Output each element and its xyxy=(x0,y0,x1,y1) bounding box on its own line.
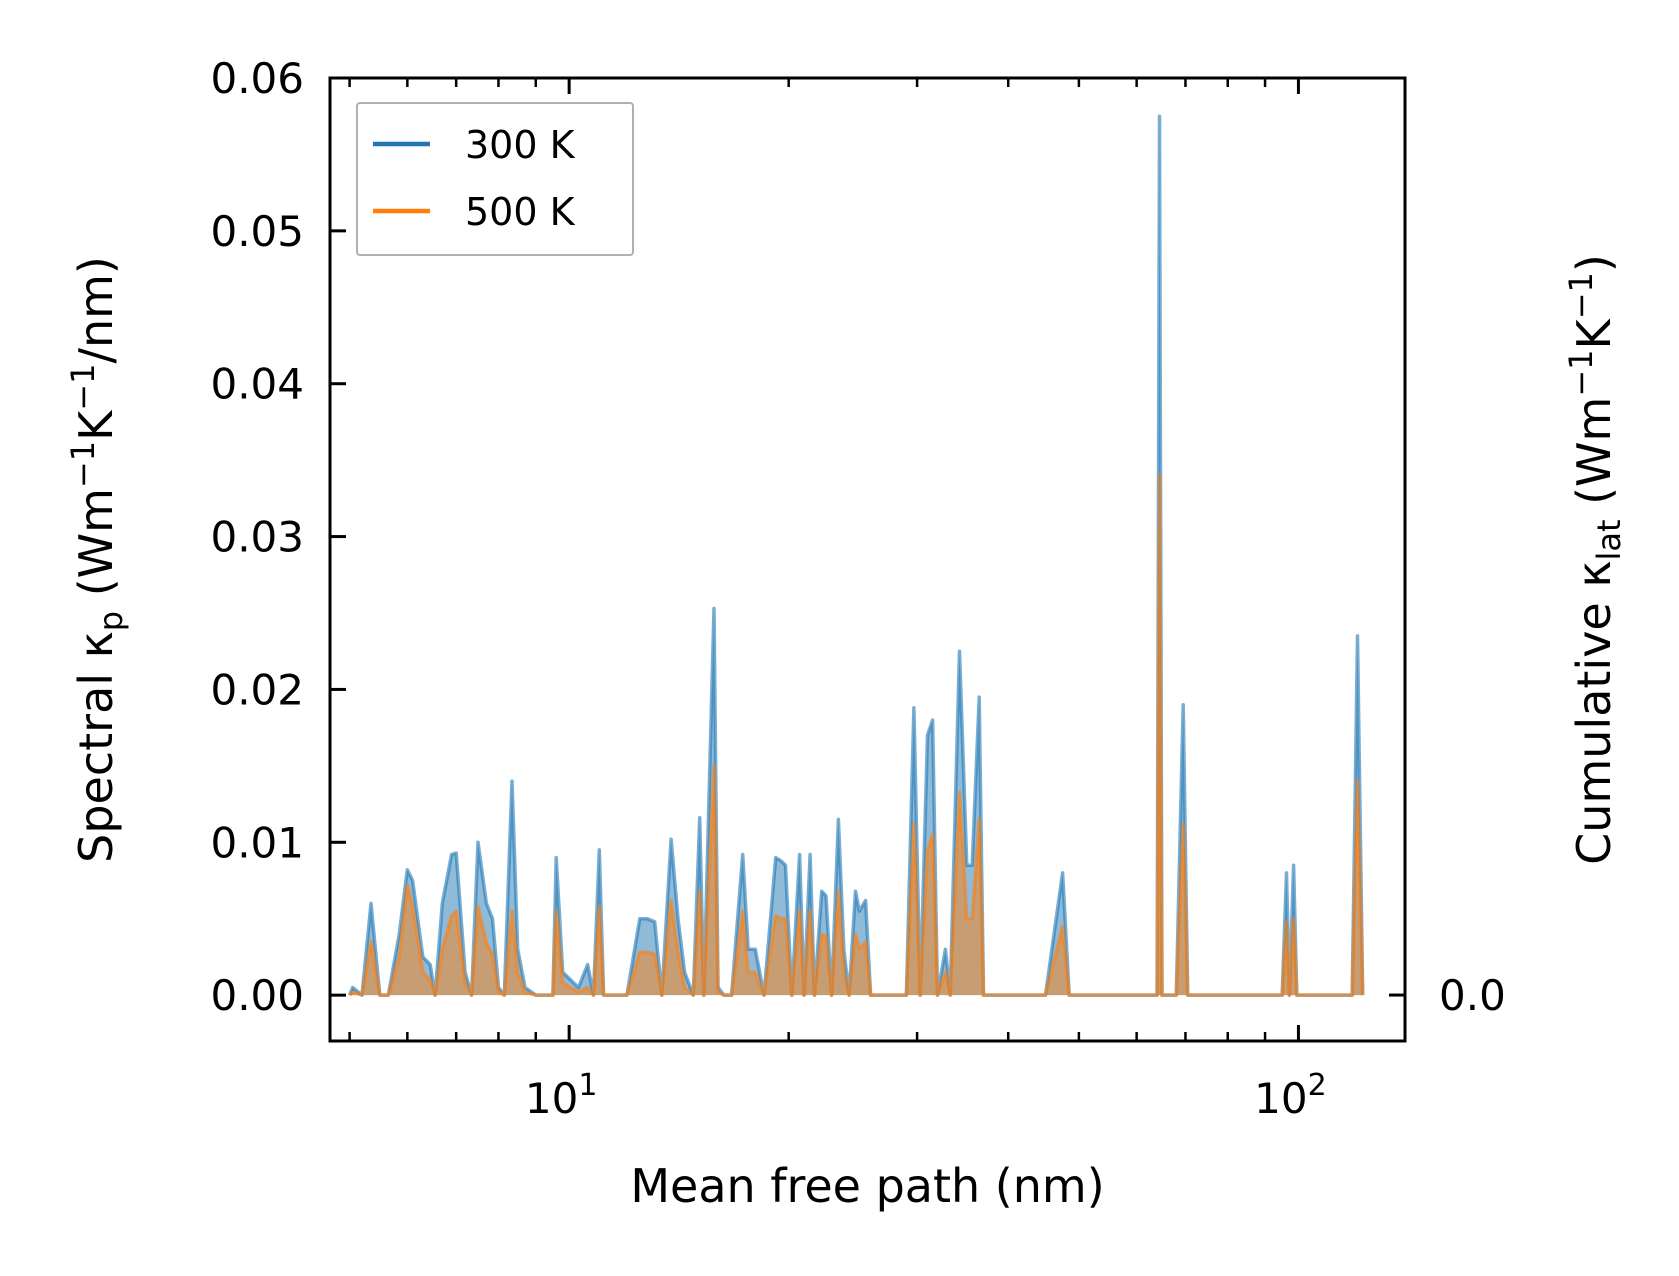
y-right-label-main: Cumulative κ xyxy=(1567,561,1621,865)
y-left-tick-label: 0.05 xyxy=(210,207,304,256)
y-axis-left-label: Spectral κp (Wm−1K−1/nm) xyxy=(64,256,130,863)
x-tick-label: 101 xyxy=(525,1068,598,1123)
y-right-label-unit-mid: K xyxy=(1567,317,1621,349)
legend-label-500k: 500 K xyxy=(465,190,576,234)
y-left-tick-label: 0.01 xyxy=(210,818,304,867)
y-left-label-exp1: −1 xyxy=(64,441,102,488)
y-left-tick-label: 0.03 xyxy=(210,513,304,562)
y-right-label-exp2: −1 xyxy=(1562,272,1600,319)
spectral-line-500k xyxy=(348,473,1365,997)
y-left-label-unit-end: /nm) xyxy=(69,256,123,363)
tick-labels: 0.000.010.020.030.040.050.060.00.20.40.6… xyxy=(210,54,1506,1123)
legend-label-300k: 300 K xyxy=(465,123,576,167)
spectral-fills xyxy=(347,114,1365,997)
plot-frame xyxy=(328,76,1407,1043)
axis-ticks xyxy=(330,76,1405,1041)
y-left-label-unit-mid: K xyxy=(69,409,123,441)
y-axis-right-label: Cumulative κlat (Wm−1K−1) xyxy=(1562,254,1628,865)
legend: 300 K 500 K xyxy=(356,102,634,256)
y-left-label-main: Spectral κ xyxy=(69,631,123,863)
y-left-label-subscript: p xyxy=(92,611,130,631)
x-tick-label-exponent: 1 xyxy=(578,1068,597,1103)
y-left-label-unit-start: (Wm xyxy=(69,488,123,611)
x-tick-label: 102 xyxy=(1254,1068,1327,1123)
x-axis-label: Mean free path (nm) xyxy=(630,1159,1104,1213)
y-right-label-unit-end: ) xyxy=(1567,254,1621,272)
y-right-label-unit-start: (Wm xyxy=(1567,397,1621,520)
y-left-tick-label: 0.06 xyxy=(210,54,304,103)
y-right-tick-label: 0.0 xyxy=(1439,971,1506,1020)
y-right-label-subscript: lat xyxy=(1590,520,1628,561)
x-tick-label-exponent: 2 xyxy=(1308,1068,1327,1103)
x-tick-label-base: 10 xyxy=(525,1074,578,1123)
y-left-label-exp2: −1 xyxy=(64,364,102,411)
y-left-tick-label: 0.02 xyxy=(210,665,304,714)
y-left-tick-label: 0.00 xyxy=(210,971,304,1020)
y-left-tick-label: 0.04 xyxy=(210,360,304,409)
y-right-label-exp1: −1 xyxy=(1562,349,1600,396)
x-tick-label-base: 10 xyxy=(1254,1074,1307,1123)
legend-box xyxy=(356,102,634,256)
